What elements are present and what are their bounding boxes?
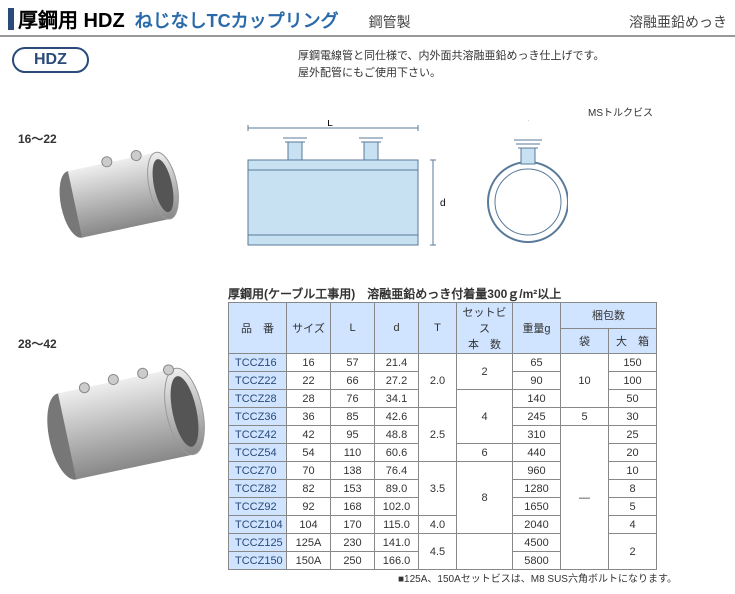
dim-l: L	[327, 120, 333, 129]
th-bag: 袋	[561, 328, 609, 354]
th-d: d	[375, 303, 419, 354]
spec-table: 品 番 サイズ L d T セットビス 本 数 重量g 梱包数 袋 大 箱 TC…	[228, 302, 657, 570]
subtitle-1: 鋼管製	[369, 12, 411, 32]
footnote: ■125A、150Aセットビスは、M8 SUS六角ボルトになります。	[398, 570, 677, 585]
product-photo-2	[30, 350, 220, 490]
th-weight: 重量g	[513, 303, 561, 354]
th-t: T	[419, 303, 457, 354]
th-size: サイズ	[287, 303, 331, 354]
th-l: L	[331, 303, 375, 354]
title-2: ねじなしTCカップリング	[135, 7, 339, 33]
description-text: 厚鋼電線管と同仕様で、内外面共溶融亜鉛めっき仕上げです。 屋外配管にもご使用下さ…	[298, 48, 604, 81]
subtitle-2: 溶融亜鉛めっき	[629, 12, 727, 32]
table-row: TCCZ36368542.6 2.5245 530	[229, 408, 657, 426]
th-pn: 品 番	[229, 303, 287, 354]
th-box: 大 箱	[609, 328, 657, 354]
hdz-badge: HDZ	[12, 47, 89, 73]
dim-d: d	[440, 198, 446, 209]
technical-diagram: L d	[228, 120, 568, 280]
table-title: 厚鋼用(ケーブル工事用) 溶融亜鉛めっき付着量300ｇ/m²以上	[228, 285, 561, 302]
table-body: TCCZ16 16 57 21.4 2.0 2 65 10 150 TCCZ22…	[229, 354, 657, 570]
header-accent-bar	[8, 8, 14, 30]
title-1: 厚鋼用 HDZ	[18, 4, 125, 33]
th-pack: 梱包数	[561, 303, 657, 329]
ms-screw-label: MSトルクビス	[588, 104, 653, 119]
header: 厚鋼用 HDZ ねじなしTCカップリング 鋼管製 溶融亜鉛めっき	[0, 0, 735, 37]
table-row: TCCZ16 16 57 21.4 2.0 2 65 10 150	[229, 354, 657, 372]
th-set: セットビス 本 数	[457, 303, 513, 354]
product-photo-1	[44, 140, 194, 250]
